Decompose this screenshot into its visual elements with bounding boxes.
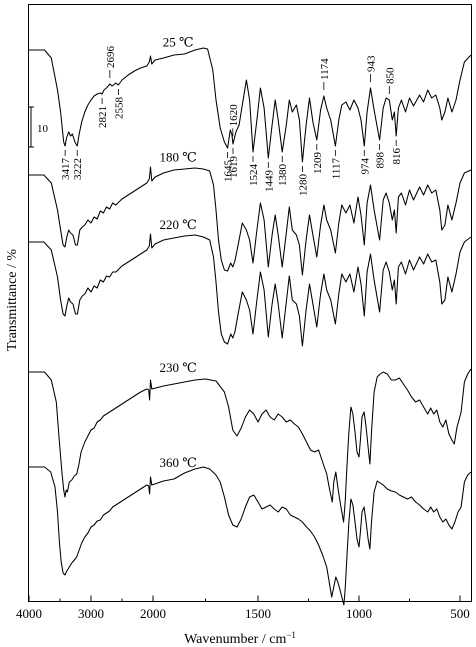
- x-tick-label-2000: 2000: [140, 606, 166, 621]
- plot-frame: [28, 4, 472, 602]
- peak-annotation-3417: 3417: [60, 150, 72, 180]
- peak-label-816: 816: [391, 148, 403, 165]
- peak-annotation-898: 898: [375, 144, 387, 169]
- x-tick-label-3000: 3000: [78, 606, 104, 621]
- peak-annotation-2821: 2821: [97, 98, 109, 128]
- peak-annotation-2696: 2696: [105, 46, 117, 78]
- peak-label-850: 850: [384, 67, 396, 84]
- peak-annotation-850: 850: [384, 67, 396, 94]
- series-line-1: [29, 166, 472, 276]
- peak-label-1449: 1449: [263, 170, 275, 193]
- peak-label-2696: 2696: [105, 46, 117, 69]
- peak-annotation-1209: 1209: [312, 144, 324, 174]
- peak-annotation-1645: 1645: [223, 152, 235, 182]
- x-axis-label: Wavenumber / cm−1: [184, 630, 296, 647]
- peak-label-3222: 3222: [72, 158, 84, 180]
- peak-label-2821: 2821: [97, 106, 109, 128]
- peak-label-1524: 1524: [248, 164, 260, 187]
- peak-annotation-974: 974: [359, 150, 371, 175]
- peak-annotation-1619: 1619: [228, 148, 240, 178]
- peak-annotation-2558: 2558: [113, 89, 125, 119]
- peak-annotation-943: 943: [366, 55, 378, 82]
- peak-label-1174: 1174: [319, 58, 331, 80]
- peak-annotation-1524: 1524: [248, 156, 260, 186]
- series-line-2: [29, 233, 472, 347]
- peak-label-1620: 1620: [228, 104, 240, 127]
- peak-label-1209: 1209: [312, 152, 324, 175]
- peak-label-898: 898: [375, 152, 387, 169]
- series-line-0: [29, 47, 472, 163]
- peak-annotation-1620: 1620: [228, 104, 240, 137]
- peak-label-1645: 1645: [223, 160, 235, 183]
- peak-label-974: 974: [359, 158, 371, 175]
- y-axis-label: Transmittance / %: [5, 249, 20, 351]
- peak-label-1619: 1619: [228, 156, 240, 179]
- x-axis-ticks: 4000 3000 2000 1500 1000 500: [16, 595, 470, 621]
- x-axis-label-unit-sup: −1: [286, 630, 296, 640]
- peak-annotation-3222: 3222: [72, 150, 84, 180]
- series-label-1: 180 ℃: [160, 150, 197, 165]
- temperature-labels: 25 ℃ 180 ℃ 220 ℃ 230 ℃ 360 ℃: [160, 35, 197, 470]
- peak-label-1280: 1280: [297, 174, 309, 197]
- x-tick-label-500: 500: [450, 606, 470, 621]
- x-tick-label-1000: 1000: [346, 606, 372, 621]
- peak-label-3417: 3417: [60, 158, 72, 181]
- peak-annotation-816: 816: [391, 140, 403, 165]
- peak-label-1117: 1117: [330, 158, 342, 180]
- series-label-0: 25 ℃: [163, 35, 194, 50]
- series-line-3: [29, 368, 472, 523]
- x-tick-label-1500: 1500: [245, 606, 271, 621]
- peak-annotation-1380: 1380: [277, 156, 289, 186]
- peak-annotation-1117: 1117: [330, 150, 342, 179]
- scale-bar: 10: [28, 106, 49, 148]
- peak-annotation-1280: 1280: [297, 166, 309, 196]
- peak-label-943: 943: [366, 55, 378, 72]
- peak-label-2558: 2558: [113, 97, 125, 120]
- series-label-2: 220 ℃: [160, 217, 197, 232]
- scale-bar-label: 10: [37, 123, 49, 135]
- series-label-4: 360 ℃: [160, 455, 197, 470]
- peak-label-1380: 1380: [277, 164, 289, 187]
- series-label-3: 230 ℃: [160, 360, 197, 375]
- peak-annotation-1174: 1174: [319, 58, 331, 90]
- peak-annotation-1449: 1449: [263, 162, 275, 192]
- series-line-4: [29, 466, 472, 606]
- spectra-group: [29, 47, 472, 606]
- x-tick-label-4000: 4000: [16, 606, 42, 621]
- x-axis-label-text: Wavenumber / cm: [184, 632, 286, 647]
